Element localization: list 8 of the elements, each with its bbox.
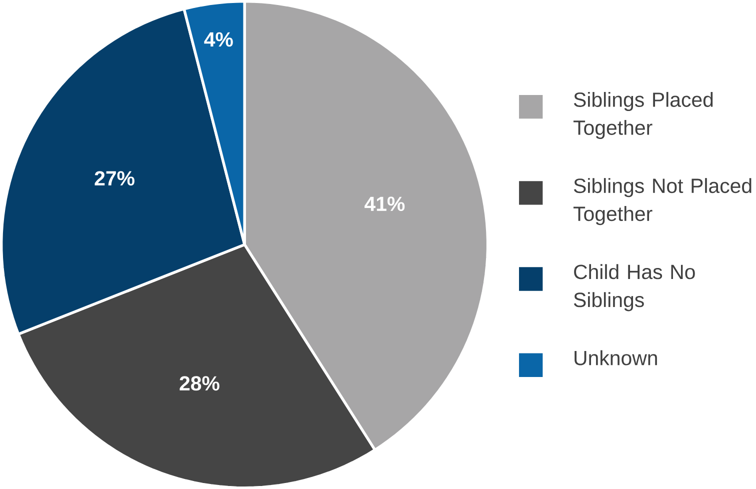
data-label: 27% (94, 171, 134, 186)
legend-label: Siblings Placed Together (573, 92, 713, 139)
data-label: 28% (180, 376, 220, 391)
legend-label: Unknown (574, 350, 657, 366)
legend-label: Siblings Not Placed Together (573, 178, 752, 226)
legend-label: Child Has No Siblings (574, 264, 695, 312)
data-label: 4% (204, 32, 233, 47)
data-label: 41% (364, 196, 405, 211)
